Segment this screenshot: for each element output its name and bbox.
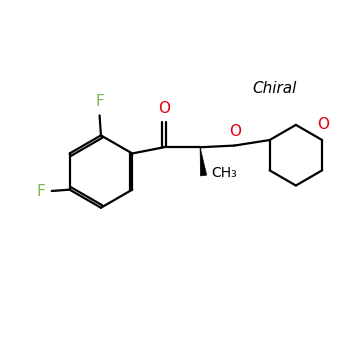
Text: F: F: [95, 93, 104, 108]
Text: O: O: [158, 101, 170, 116]
Polygon shape: [200, 147, 206, 176]
Text: F: F: [36, 183, 45, 198]
Text: O: O: [229, 124, 241, 139]
Text: O: O: [317, 118, 329, 132]
Text: CH₃: CH₃: [211, 167, 237, 181]
Text: Chiral: Chiral: [253, 82, 297, 96]
